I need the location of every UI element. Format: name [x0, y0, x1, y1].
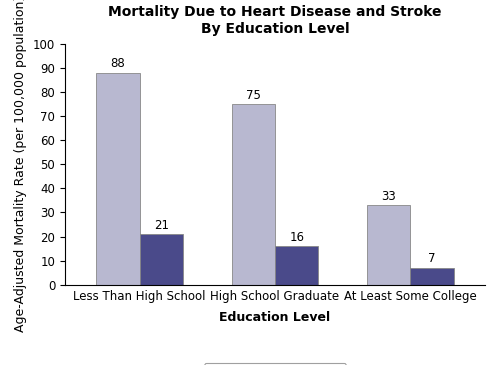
Text: 21: 21: [154, 219, 168, 232]
Text: 33: 33: [382, 190, 396, 203]
Bar: [140, 234, 183, 285]
Bar: [367, 205, 410, 285]
Bar: [96, 73, 140, 285]
X-axis label: Education Level: Education Level: [220, 311, 330, 324]
Title: Mortality Due to Heart Disease and Stroke
By Education Level: Mortality Due to Heart Disease and Strok…: [108, 5, 442, 36]
Text: 16: 16: [289, 231, 304, 244]
Y-axis label: Age-Adjusted Mortality Rate (per 100,000 population): Age-Adjusted Mortality Rate (per 100,000…: [14, 0, 28, 333]
Bar: [410, 268, 454, 285]
Text: 75: 75: [246, 89, 261, 101]
Legend: CHD, Stroke: CHD, Stroke: [204, 363, 346, 365]
Text: 88: 88: [110, 57, 125, 70]
Bar: [232, 104, 275, 285]
Bar: [275, 246, 318, 285]
Text: 7: 7: [428, 253, 436, 265]
